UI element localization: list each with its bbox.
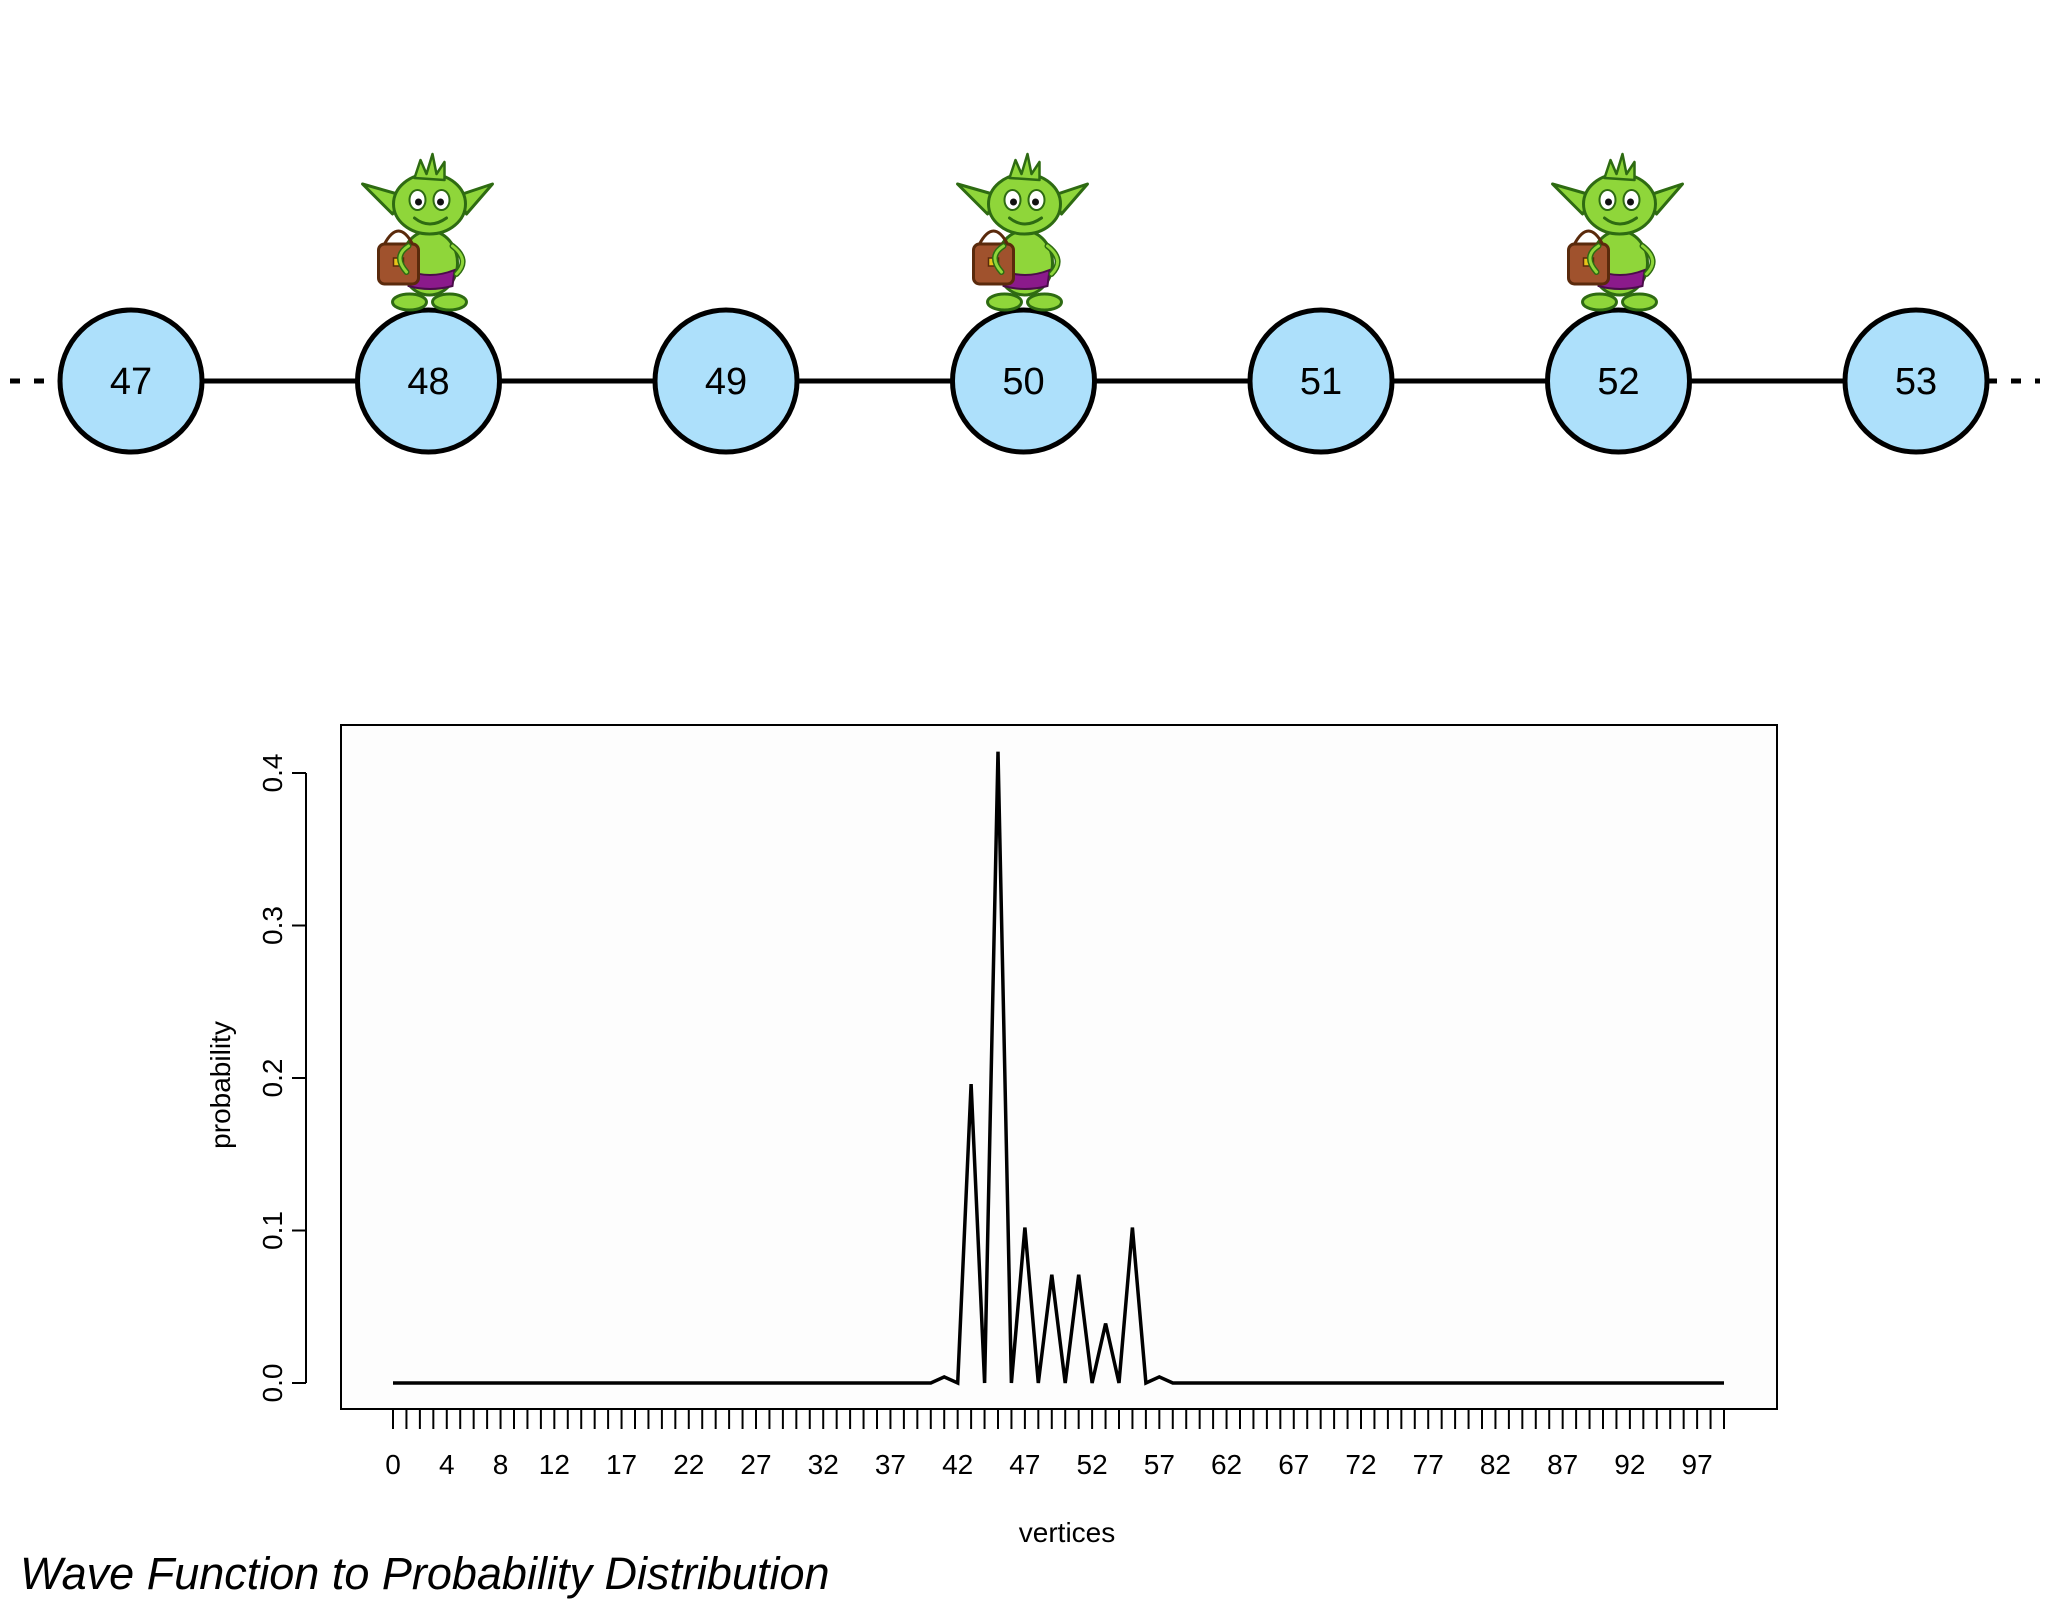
graph-diagram: 47 48 49 50 51 52 53 <box>10 152 2040 455</box>
x-tick-label: 47 <box>1009 1449 1040 1480</box>
x-tick-label: 4 <box>439 1449 455 1480</box>
x-tick-label: 17 <box>606 1449 637 1480</box>
x-axis-title: vertices <box>1019 1517 1115 1548</box>
y-tick-label: 0.3 <box>257 906 288 945</box>
x-tick-label: 32 <box>808 1449 839 1480</box>
node-circle <box>355 307 502 455</box>
graph-node: 48 <box>355 307 502 455</box>
x-tick-label: 82 <box>1480 1449 1511 1480</box>
x-tick-label: 27 <box>740 1449 771 1480</box>
node-circle <box>1247 307 1395 455</box>
graph-node: 52 <box>1545 307 1692 455</box>
graph-node: 51 <box>1247 307 1395 455</box>
goblin-walker-icon <box>956 152 1089 312</box>
node-circle <box>652 307 800 455</box>
x-tick-label: 67 <box>1278 1449 1309 1480</box>
x-tick-label: 92 <box>1614 1449 1645 1480</box>
node-label: 47 <box>110 361 152 403</box>
x-tick-label: 0 <box>385 1449 401 1480</box>
x-tick-label: 97 <box>1682 1449 1713 1480</box>
node-label: 53 <box>1895 361 1937 403</box>
y-tick-label: 0.1 <box>257 1211 288 1250</box>
y-axis-title: probability <box>205 1021 236 1149</box>
graph-node: 50 <box>950 307 1097 455</box>
x-tick-label: 87 <box>1547 1449 1578 1480</box>
y-tick-label: 0.0 <box>257 1364 288 1403</box>
x-tick-label: 77 <box>1413 1449 1444 1480</box>
node-label: 51 <box>1300 361 1342 403</box>
graph-node: 49 <box>652 307 800 455</box>
figure-caption: Wave Function to Probability Distributio… <box>20 1548 830 1599</box>
x-tick-label: 52 <box>1077 1449 1108 1480</box>
node-circle <box>950 307 1097 455</box>
x-tick-label: 72 <box>1345 1449 1376 1480</box>
node-label: 49 <box>705 361 747 403</box>
x-tick-label: 8 <box>493 1449 509 1480</box>
node-circle <box>1842 307 1990 455</box>
x-tick-label: 12 <box>539 1449 570 1480</box>
node-circle <box>1545 307 1692 455</box>
x-tick-label: 57 <box>1144 1449 1175 1480</box>
y-tick-label: 0.2 <box>257 1059 288 1098</box>
goblin-walker-icon <box>1551 152 1684 312</box>
node-label: 48 <box>407 361 449 403</box>
node-circle <box>57 307 205 455</box>
x-tick-label: 42 <box>942 1449 973 1480</box>
graph-node: 47 <box>57 307 205 455</box>
x-tick-label: 62 <box>1211 1449 1242 1480</box>
x-tick-label: 37 <box>875 1449 906 1480</box>
probability-series-line <box>393 751 1724 1386</box>
plot-frame <box>340 724 1778 1410</box>
goblin-walker-icon <box>361 152 494 312</box>
node-label: 50 <box>1002 361 1044 403</box>
node-label: 52 <box>1597 361 1639 403</box>
graph-node: 53 <box>1842 307 1990 455</box>
y-tick-label: 0.4 <box>257 754 288 793</box>
x-tick-label: 22 <box>673 1449 704 1480</box>
